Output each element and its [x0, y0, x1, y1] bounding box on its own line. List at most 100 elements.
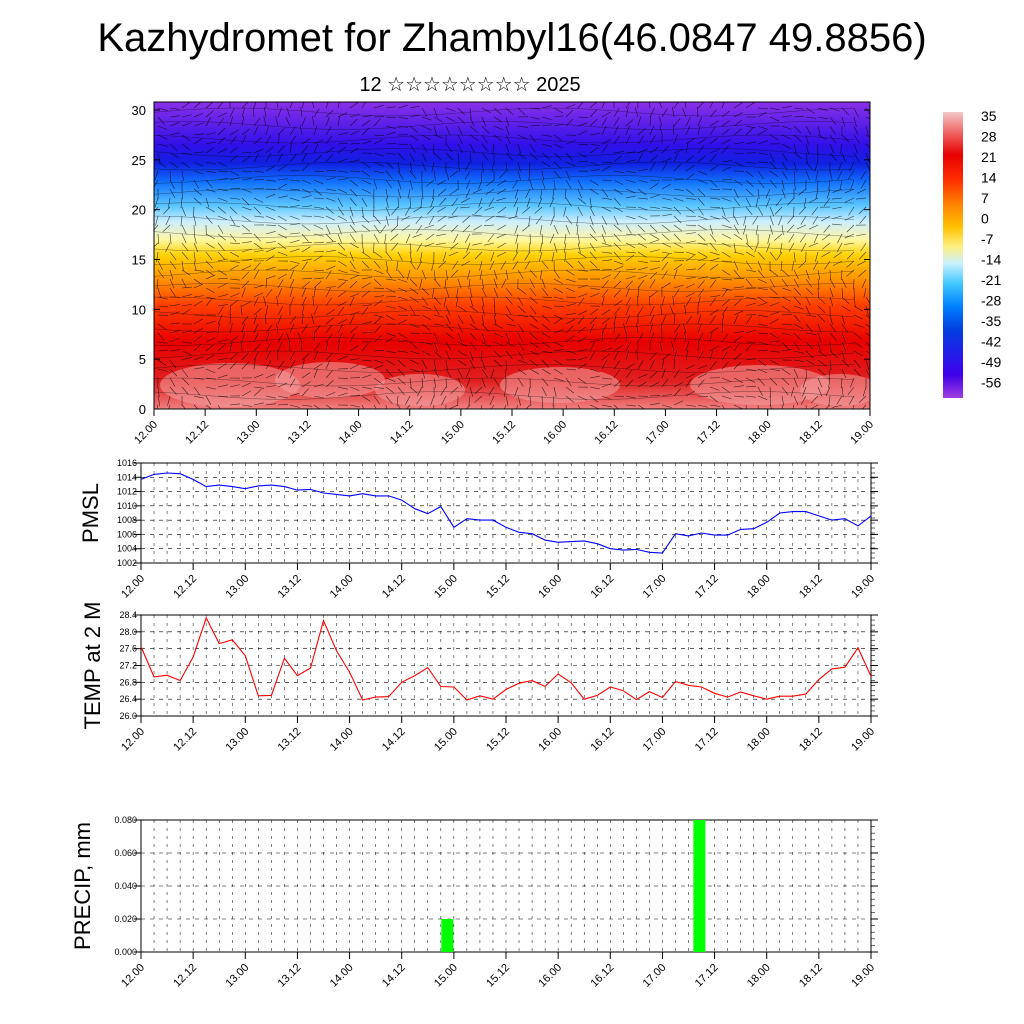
wind-barb — [505, 341, 515, 348]
wind-barb — [765, 197, 771, 208]
wind-barb — [409, 359, 420, 365]
wind-barb — [361, 359, 372, 362]
wind-barb — [445, 170, 450, 181]
wind-barb — [552, 395, 555, 406]
wind-barb — [781, 323, 792, 326]
wind-barb — [311, 314, 315, 325]
wind-barb — [841, 350, 845, 361]
wind-barb — [709, 137, 718, 145]
wind-barb — [661, 251, 672, 255]
wind-barb — [181, 357, 192, 361]
wind-barb — [349, 215, 355, 226]
wind-barb — [361, 321, 372, 325]
wind-barb — [649, 295, 651, 307]
wind-barb — [373, 278, 382, 287]
wind-barb — [577, 395, 588, 401]
wind-barb — [778, 215, 783, 226]
wind-barb — [397, 278, 408, 283]
wind-barb — [781, 341, 789, 350]
wind-barb — [829, 296, 834, 307]
wind-barb — [828, 368, 831, 379]
wind-barb — [841, 152, 847, 163]
wind-barb — [445, 305, 451, 316]
wind-barb — [445, 152, 454, 161]
wind-barb — [793, 143, 797, 154]
wind-barb — [337, 242, 346, 251]
cross-y-tick-label: 10 — [132, 302, 146, 317]
wind-barb — [373, 152, 384, 157]
wind-barb — [649, 323, 653, 334]
wind-barb — [601, 348, 612, 352]
wind-barb — [409, 323, 420, 329]
wind-barb — [289, 360, 296, 370]
wind-barb — [349, 280, 358, 289]
wind-barb — [589, 147, 599, 154]
wind-barb — [576, 215, 579, 226]
precip-x-tick-label: 16.12 — [588, 962, 616, 990]
wind-barb — [841, 323, 848, 333]
wind-barb — [709, 102, 714, 109]
wind-barb — [481, 287, 487, 298]
wind-barb — [361, 251, 371, 258]
wind-barb — [481, 305, 485, 316]
pmsl-y-axis-label: PMSL — [78, 483, 103, 543]
wind-barb — [553, 107, 563, 114]
wind-barb — [241, 107, 246, 118]
wind-barb — [781, 269, 790, 277]
wind-barb — [625, 102, 631, 109]
wind-barb — [265, 403, 276, 406]
wind-barb — [397, 296, 408, 301]
wind-barb — [565, 404, 567, 409]
wind-barb — [325, 102, 329, 109]
wind-barb — [263, 296, 267, 307]
wind-barb — [181, 294, 192, 298]
wind-barb — [253, 332, 259, 343]
wind-barb — [589, 316, 598, 325]
wind-barb — [553, 377, 564, 382]
wind-barb — [205, 132, 216, 136]
wind-barb — [373, 316, 382, 325]
wind-barb — [462, 251, 471, 260]
wind-barb — [181, 242, 189, 252]
wind-barb — [505, 395, 509, 406]
wind-barb — [493, 278, 498, 289]
wind-barb — [229, 403, 240, 406]
wind-barb — [661, 282, 671, 289]
wind-barb — [311, 116, 315, 127]
wind-barb — [445, 116, 456, 122]
wind-barb — [462, 215, 471, 223]
wind-barb — [829, 269, 832, 280]
wind-barb — [577, 356, 588, 361]
wind-barb — [157, 296, 168, 300]
wind-barb — [169, 368, 178, 377]
wind-barb — [829, 170, 833, 181]
wind-barb — [541, 368, 551, 375]
wind-barb — [613, 108, 620, 118]
wind-barb — [241, 156, 251, 163]
wind-barb — [193, 367, 204, 370]
wind-barb — [755, 224, 759, 235]
wind-barb — [289, 269, 295, 280]
wind-barb — [793, 377, 798, 388]
wind-barb — [181, 251, 189, 260]
wind-barb — [847, 386, 855, 396]
wind-barb — [601, 197, 612, 200]
wind-barb — [421, 359, 427, 369]
wind-barb — [313, 363, 323, 370]
wind-barb — [721, 110, 731, 118]
wind-barb — [853, 350, 863, 357]
wind-barb — [733, 242, 736, 253]
wind-barb — [823, 224, 831, 233]
wind-barb — [217, 269, 227, 276]
contour-line — [154, 148, 855, 157]
wind-barb — [529, 341, 539, 348]
wind-barb — [709, 164, 719, 172]
wind-barb — [157, 233, 160, 244]
wind-barb — [409, 368, 420, 373]
wind-barb — [685, 341, 690, 352]
wind-barb — [709, 206, 720, 209]
wind-barb — [661, 183, 671, 190]
wind-barb — [289, 197, 300, 202]
wind-barb — [577, 260, 585, 269]
wind-barb — [625, 151, 636, 154]
